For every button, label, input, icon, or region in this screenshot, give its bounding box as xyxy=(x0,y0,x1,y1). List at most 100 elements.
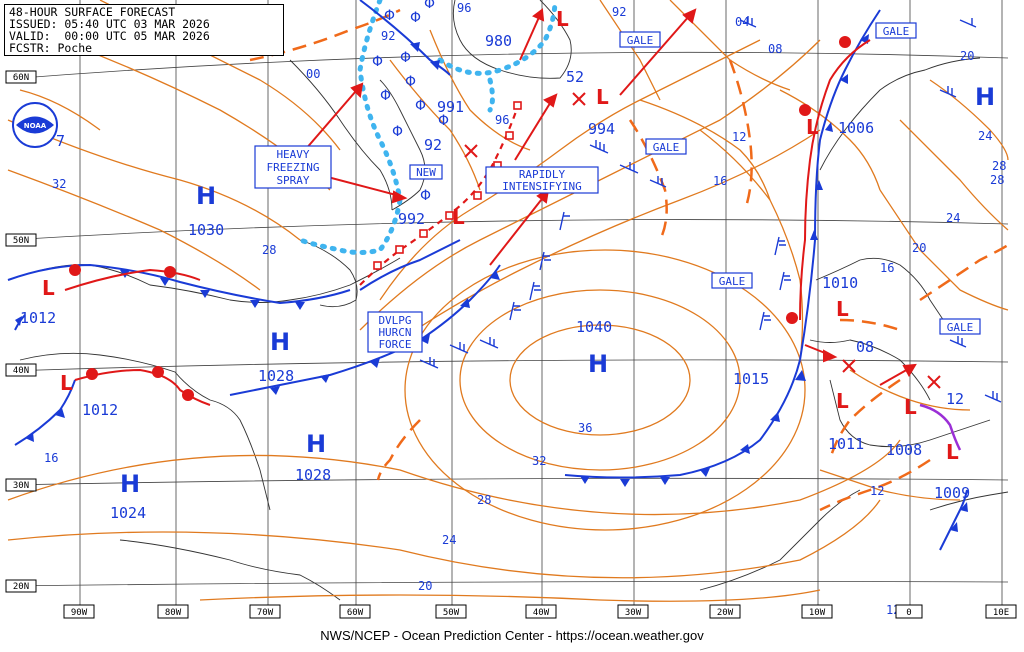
isobar-label: 20 xyxy=(960,49,974,63)
svg-text:20N: 20N xyxy=(13,582,29,592)
isobar-label: 16 xyxy=(713,174,727,188)
header-issued: ISSUED: 05:40 UTC 03 MAR 2026 xyxy=(9,17,210,31)
svg-text:Φ: Φ xyxy=(392,124,403,140)
low-symbol: L xyxy=(596,85,609,109)
high-symbol: H xyxy=(975,83,995,111)
svg-text:Φ: Φ xyxy=(420,188,431,204)
header-title: 48-HOUR SURFACE FORECAST xyxy=(9,5,176,19)
low-symbol: L xyxy=(60,371,73,395)
low-symbol: L xyxy=(904,395,917,419)
isobar-label: 16 xyxy=(44,451,58,465)
wind-barbs xyxy=(419,16,1002,403)
svg-text:Φ: Φ xyxy=(372,54,383,70)
svg-text:60N: 60N xyxy=(13,73,29,83)
isobar-label: 00 xyxy=(306,67,320,81)
annotation-dvlpg-hurcn-force: DVLPG HURCN FORCE xyxy=(367,311,423,353)
low-pressure: 1009 xyxy=(934,484,970,502)
svg-text:DVLPG: DVLPG xyxy=(378,314,411,327)
isobar-label: 92 xyxy=(612,5,626,19)
occluded-front xyxy=(919,403,962,451)
svg-text:70W: 70W xyxy=(257,608,274,618)
isobar-label: 32 xyxy=(532,454,546,468)
isobar-label: 12 xyxy=(870,484,884,498)
isobar-label: 24 xyxy=(946,211,960,225)
high-pressure: 1028 xyxy=(258,367,294,385)
low-pressure: 1010 xyxy=(822,274,858,292)
low-symbol: L xyxy=(806,115,819,139)
gale-label: GALE xyxy=(627,34,654,47)
noaa-logo-text: NOAA xyxy=(24,122,47,130)
low-pressure: 1008 xyxy=(886,441,922,459)
low-position-marks xyxy=(464,92,941,389)
low-pressure: 1012 xyxy=(82,401,118,419)
isobar-label: 32 xyxy=(52,177,66,191)
gale-label: GALE xyxy=(947,321,974,334)
isobar-label: 28 xyxy=(990,173,1004,187)
svg-text:Φ: Φ xyxy=(438,113,449,129)
svg-text:50W: 50W xyxy=(443,608,460,618)
low-symbol: L xyxy=(452,205,465,229)
svg-text:20W: 20W xyxy=(717,608,734,618)
svg-text:Φ: Φ xyxy=(415,98,426,114)
isobar-label: 08 xyxy=(768,42,782,56)
isobar-label: 1015 xyxy=(733,370,769,388)
high-pressure: 1040 xyxy=(576,318,612,336)
svg-text:HURCN: HURCN xyxy=(378,326,411,339)
low-pressure: 1011 xyxy=(828,435,864,453)
low-pressure: 1012 xyxy=(20,309,56,327)
isobar-label: 28 xyxy=(262,243,276,257)
svg-text:30W: 30W xyxy=(625,608,642,618)
svg-text:Φ: Φ xyxy=(410,10,421,26)
svg-text:SPRAY: SPRAY xyxy=(276,174,309,187)
isobar-label: 92 xyxy=(381,29,395,43)
isobar-label: 994 xyxy=(588,120,615,138)
high-pressure: 1030 xyxy=(188,221,224,239)
svg-text:NEW: NEW xyxy=(416,166,436,179)
isobar-label: 20 xyxy=(418,579,432,593)
longitude-labels: 90W 80W 70W 60W 50W 40W 30W 20W 10W 0 10… xyxy=(63,604,1017,619)
high-pressure: 1028 xyxy=(295,466,331,484)
svg-text:10W: 10W xyxy=(809,608,826,618)
isobar-label: 96 xyxy=(495,113,509,127)
svg-text:INTENSIFYING: INTENSIFYING xyxy=(502,180,581,193)
high-symbol: H xyxy=(588,350,608,378)
low-symbol: L xyxy=(836,389,849,413)
noaa-logo: NOAA xyxy=(12,102,58,148)
annotation-new: NEW xyxy=(409,164,443,180)
svg-text:Φ: Φ xyxy=(424,0,435,12)
isobar-labels: 96 92 00 991 92 994 32 28 04 08 12 16 20… xyxy=(44,1,1006,617)
low-centers: L 980 L 52 L 992 L 1012 L 1012 L 1006 L … xyxy=(20,7,970,502)
isobar-label: 96 xyxy=(457,1,471,15)
low-pressure: 980 xyxy=(485,32,512,50)
storm-tracks xyxy=(304,8,917,386)
svg-text:0: 0 xyxy=(906,608,911,618)
footer-credit: NWS/NCEP - Ocean Prediction Center - htt… xyxy=(0,626,1024,652)
svg-text:30N: 30N xyxy=(13,481,29,491)
isobar-label: 36 xyxy=(578,421,592,435)
svg-text:FORCE: FORCE xyxy=(378,338,411,351)
svg-text:80W: 80W xyxy=(165,608,182,618)
gale-label: GALE xyxy=(653,141,680,154)
high-symbol: H xyxy=(270,328,290,356)
low-pressure: 1006 xyxy=(838,119,874,137)
isobar-label: 04 xyxy=(735,15,749,29)
coastlines xyxy=(7,0,1009,601)
isobar-label: 24 xyxy=(978,129,992,143)
high-symbol: H xyxy=(120,470,140,498)
low-symbol: L xyxy=(946,440,959,464)
latitude-labels: 60N 50N 40N 30N 20N xyxy=(5,70,37,593)
header-valid: VALID: 00:00 UTC 05 MAR 2026 xyxy=(9,29,210,43)
svg-text:HEAVY: HEAVY xyxy=(276,148,309,161)
svg-text:Φ: Φ xyxy=(380,88,391,104)
isobar-label: 12 xyxy=(732,130,746,144)
annotation-heavy-freezing-spray: HEAVY FREEZING SPRAY xyxy=(254,145,332,189)
svg-text:40N: 40N xyxy=(13,366,29,376)
high-symbol: H xyxy=(306,430,326,458)
low-symbol: L xyxy=(42,276,55,300)
gale-label: GALE xyxy=(883,25,910,38)
isobar-label: 28 xyxy=(477,493,491,507)
isobar-label: 7 xyxy=(56,132,65,150)
isobar-label: 28 xyxy=(992,159,1006,173)
svg-text:60W: 60W xyxy=(347,608,364,618)
